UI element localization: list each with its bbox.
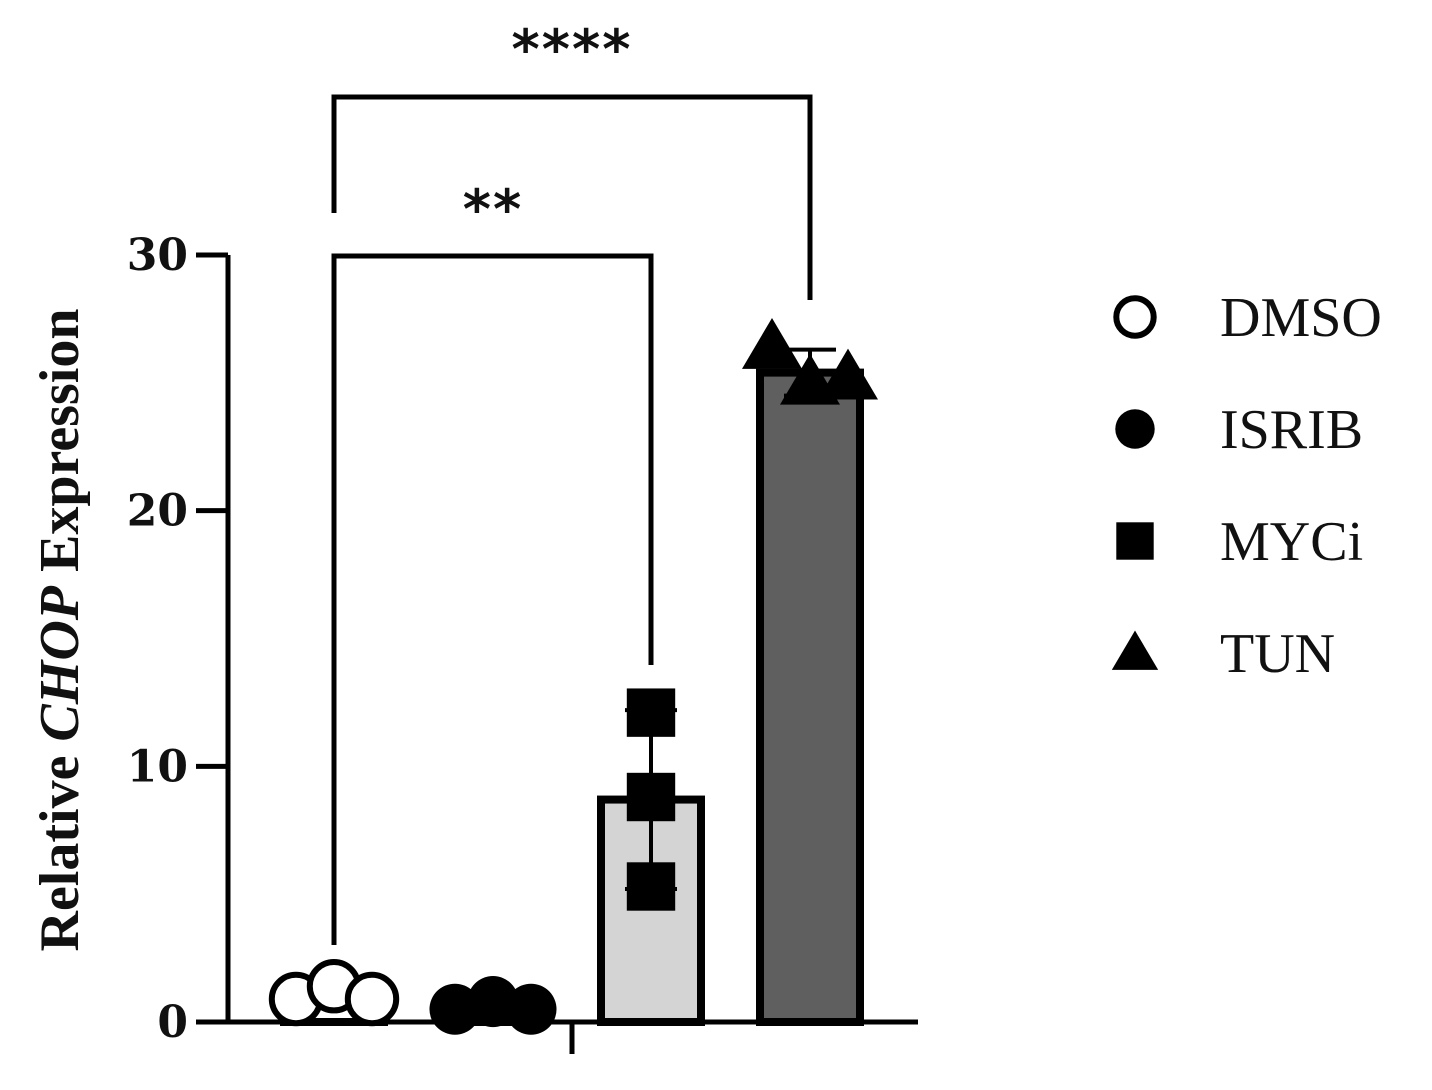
significance-brackets: ****** xyxy=(331,18,813,945)
data-point-dmso xyxy=(344,971,400,1027)
data-point-isrib xyxy=(505,983,557,1035)
legend-label: ISRIB xyxy=(1220,399,1363,461)
significance-bracket-0: ** xyxy=(331,178,654,945)
y-ticks: 0 10 20 30 xyxy=(127,230,228,1048)
y-tick-label: 30 xyxy=(127,230,188,281)
significance-label: ** xyxy=(463,178,523,241)
data-point-myci xyxy=(626,688,676,737)
data-point-myci xyxy=(626,772,676,822)
data-points xyxy=(268,318,879,1035)
legend-label: MYCi xyxy=(1220,511,1363,573)
legend: DMSO ISRIB MYCi TUN xyxy=(1111,287,1382,685)
data-point-myci xyxy=(626,862,676,911)
bars xyxy=(280,368,864,1027)
legend-marker xyxy=(1111,630,1159,670)
significance-label: **** xyxy=(512,18,633,81)
significance-bracket-1: **** xyxy=(331,18,813,300)
legend-entry-myci: MYCi xyxy=(1116,511,1363,573)
bracket-line xyxy=(331,253,654,945)
bar-tun xyxy=(756,368,864,1026)
legend-label: DMSO xyxy=(1220,287,1382,349)
y-axis-label: Relative CHOP Expression xyxy=(29,309,91,952)
bracket-line xyxy=(331,94,813,300)
y-axis-label-suffix: Expression xyxy=(29,309,91,586)
legend-marker xyxy=(1115,409,1155,449)
legend-entry-isrib: ISRIB xyxy=(1115,399,1363,461)
legend-label: TUN xyxy=(1220,623,1335,685)
legend-entry-tun: TUN xyxy=(1111,623,1335,685)
data-point-tun xyxy=(817,348,879,400)
y-tick-label: 10 xyxy=(127,741,188,792)
y-axis-label-prefix: Relative xyxy=(29,742,91,952)
data-point-isrib xyxy=(467,976,519,1028)
y-tick-label: 0 xyxy=(157,997,188,1048)
data-point-isrib xyxy=(429,983,481,1035)
data-point-tun xyxy=(741,318,803,369)
legend-entry-dmso: DMSO xyxy=(1113,287,1382,349)
legend-marker xyxy=(1116,522,1154,560)
y-axis-label-gene: CHOP xyxy=(29,585,91,741)
y-tick-label: 20 xyxy=(127,486,188,537)
legend-marker xyxy=(1113,295,1157,339)
